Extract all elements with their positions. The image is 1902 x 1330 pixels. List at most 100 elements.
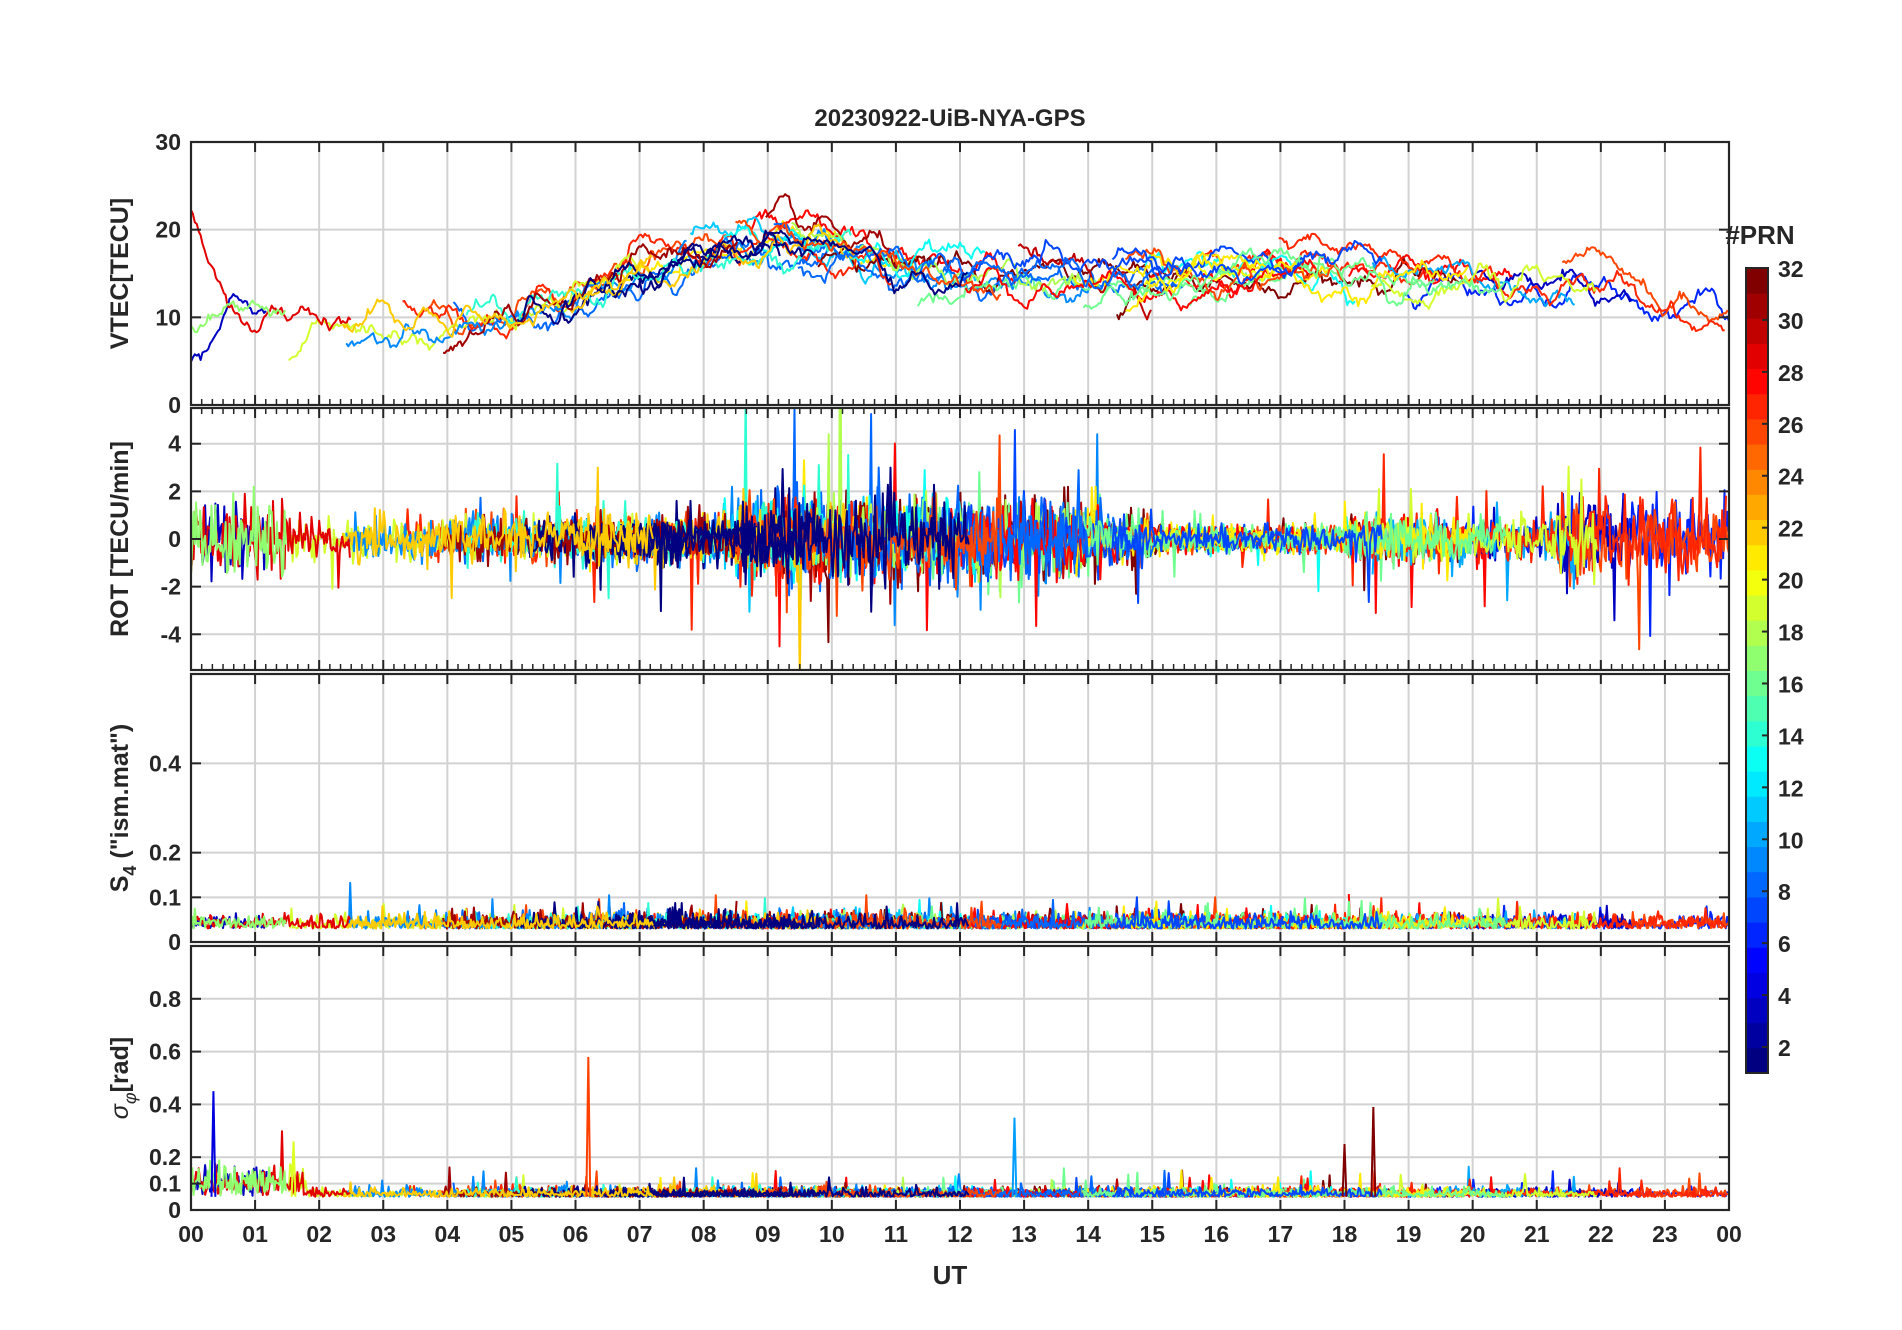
- colorbar-segment: [1746, 846, 1768, 873]
- y-tick-label: 0.4: [149, 1091, 181, 1117]
- y-tick-label: 0: [168, 1197, 181, 1223]
- series-line: [1111, 896, 1383, 930]
- series-line: [797, 245, 1183, 291]
- colorbar-segment: [1746, 418, 1768, 445]
- colorbar-tick-label: 30: [1778, 308, 1804, 334]
- series-line: [191, 209, 352, 334]
- spike-mark: [1341, 1143, 1348, 1197]
- series-line: [1561, 246, 1729, 322]
- colorbar-tick-label: 2: [1778, 1035, 1791, 1061]
- panel-vtec: 0 10 20 30 VTEC[TECU]: [106, 129, 1731, 418]
- x-tick-label: 16: [1204, 1221, 1230, 1247]
- y-tick-label: 30: [155, 129, 181, 155]
- x-tick-label: 03: [370, 1221, 396, 1247]
- y-tick-label: 2: [168, 478, 181, 504]
- chart-title: 20230922-UiB-NYA-GPS: [814, 105, 1085, 132]
- colorbar-segment: [1746, 293, 1768, 319]
- x-tick-label: 12: [947, 1221, 973, 1247]
- colorbar-segment: [1746, 922, 1768, 948]
- colorbar-tick-label: 12: [1778, 775, 1804, 801]
- series-line: [516, 468, 816, 613]
- x-tick-label: 18: [1332, 1221, 1358, 1247]
- y-axis-label: ROT [TECU/min]: [106, 441, 134, 637]
- series-line: [1111, 239, 1383, 285]
- colorbar-tick-label: 14: [1778, 723, 1804, 749]
- colorbar-tick-label: 26: [1778, 412, 1804, 438]
- series-line: [341, 254, 653, 338]
- colorbar-segment: [1746, 268, 1768, 294]
- colorbar-segment: [1746, 871, 1768, 898]
- colorbar-segment: [1746, 972, 1768, 999]
- x-tick-label: 07: [627, 1221, 653, 1247]
- panel-s4: 0 0.1 0.2 0.4 S4 ("ism.mat"): [106, 672, 1731, 955]
- x-tick-label: 05: [499, 1221, 525, 1247]
- colorbar-segment: [1746, 620, 1768, 646]
- series-line: [342, 905, 654, 930]
- y-tick-label: -4: [161, 621, 182, 647]
- x-tick-label: 21: [1524, 1221, 1550, 1247]
- colorbar-segment: [1746, 368, 1768, 395]
- x-tick-label: 20: [1460, 1221, 1486, 1247]
- y-tick-label: 4: [168, 431, 181, 457]
- x-axis-label: UT: [933, 1260, 968, 1290]
- colorbar-segment: [1746, 393, 1768, 420]
- series-line: [765, 193, 901, 271]
- colorbar-tick-label: 6: [1778, 931, 1791, 957]
- colorbar-segment: [1746, 771, 1768, 797]
- x-tick-label: 22: [1588, 1221, 1614, 1247]
- series-group-s4: [191, 881, 1729, 930]
- x-tick-label: 10: [819, 1221, 845, 1247]
- y-tick-label: 0: [168, 526, 181, 552]
- spike-mark: [210, 1091, 217, 1197]
- y-tick-label: 10: [155, 304, 181, 330]
- series-line: [735, 219, 1002, 301]
- series-group-vtec: [191, 193, 1729, 363]
- colorbar-tick-label: 32: [1778, 256, 1804, 282]
- x-tick-label: 15: [1139, 1221, 1165, 1247]
- series-line: [191, 293, 267, 363]
- series-line: [1111, 508, 1383, 604]
- x-tick-label: 01: [242, 1221, 268, 1247]
- series-group-sigphi: [191, 1056, 1729, 1198]
- x-tick-label: 00: [1716, 1221, 1742, 1247]
- colorbar-segment: [1746, 544, 1768, 571]
- colorbar-tick-label: 20: [1778, 568, 1804, 594]
- colorbar-segment: [1746, 745, 1768, 772]
- x-tick-label: 06: [563, 1221, 589, 1247]
- colorbar-segment: [1746, 947, 1768, 973]
- x-tick-label: 23: [1652, 1221, 1678, 1247]
- colorbar-segment: [1746, 997, 1768, 1024]
- series-line: [341, 466, 654, 599]
- y-tick-label: 0.2: [149, 840, 181, 866]
- colorbar-segment: [1746, 569, 1768, 596]
- colorbar-segment: [1746, 494, 1768, 521]
- spike-mark: [290, 1141, 297, 1197]
- colorbar-tick-label: 22: [1778, 516, 1804, 542]
- y-tick-label: 0.2: [149, 1144, 181, 1170]
- x-tick-label: 14: [1075, 1221, 1101, 1247]
- colorbar-tick-label: 24: [1778, 464, 1804, 490]
- spike-mark: [585, 1056, 592, 1197]
- y-tick-label: 0.8: [149, 986, 181, 1012]
- series-line: [345, 239, 687, 349]
- series-line: [1475, 268, 1633, 307]
- colorbar-frame: [1745, 267, 1769, 1074]
- panel-sigphi: 00.10.2 0.4 0.6 0.8 σφ[rad] 00 01 02 03 04 05 06 07 0…: [106, 944, 1742, 1247]
- series-line: [1370, 262, 1597, 310]
- spike-mark: [1370, 1107, 1377, 1197]
- colorbar-tick-label: 4: [1778, 983, 1791, 1009]
- series-line: [341, 1181, 654, 1198]
- series-line: [612, 229, 969, 299]
- x-tick-label: 09: [755, 1221, 781, 1247]
- y-axis-label: VTEC[TECU]: [106, 198, 134, 349]
- colorbar-segment: [1746, 821, 1768, 848]
- colorbar-segment: [1746, 1022, 1768, 1049]
- x-tick-label: 13: [1011, 1221, 1037, 1247]
- colorbar-segment: [1746, 595, 1768, 621]
- colorbar-label: #PRN: [1725, 220, 1794, 250]
- x-tick-label: 02: [306, 1221, 332, 1247]
- colorbar-segment: [1746, 720, 1768, 747]
- y-tick-label: 0.6: [149, 1039, 181, 1065]
